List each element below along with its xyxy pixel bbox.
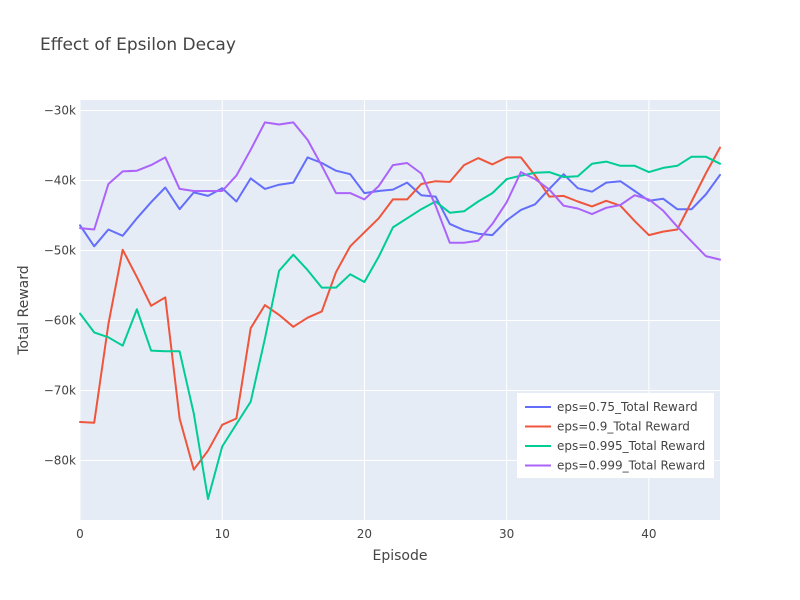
y-axis-title: Total Reward bbox=[16, 265, 32, 355]
legend-item[interactable]: eps=0.995_Total Reward bbox=[525, 439, 705, 453]
legend-label: eps=0.9_Total Reward bbox=[557, 420, 690, 434]
series-line-4 bbox=[79, 121, 721, 261]
legend-label: eps=0.75_Total Reward bbox=[557, 400, 698, 414]
y-tick-label: −60k bbox=[44, 314, 76, 328]
x-tick-label: 40 bbox=[641, 527, 656, 541]
y-tick-label: −80k bbox=[44, 454, 76, 468]
legend-item[interactable]: eps=0.75_Total Reward bbox=[525, 400, 698, 414]
y-axis-ticks: −30k −40k −50k −60k −70k −80k bbox=[44, 104, 76, 468]
y-tick-label: −50k bbox=[44, 244, 76, 258]
y-tick-label: −40k bbox=[44, 174, 76, 188]
x-axis-title: Episode bbox=[373, 548, 428, 564]
x-tick-label: 10 bbox=[215, 527, 230, 541]
x-axis-ticks: 0 10 20 30 40 bbox=[76, 527, 656, 541]
series-line-3 bbox=[79, 155, 721, 500]
series-lines bbox=[79, 121, 721, 500]
y-tick-label: −70k bbox=[44, 384, 76, 398]
legend-item[interactable]: eps=0.999_Total Reward bbox=[525, 459, 705, 473]
series-line-1 bbox=[79, 156, 721, 248]
legend-label: eps=0.999_Total Reward bbox=[557, 459, 705, 473]
legend-label: eps=0.995_Total Reward bbox=[557, 439, 705, 453]
series-line-2 bbox=[79, 146, 721, 471]
grid-lines bbox=[79, 100, 720, 520]
x-tick-label: 0 bbox=[76, 527, 84, 541]
legend-item[interactable]: eps=0.9_Total Reward bbox=[525, 420, 690, 434]
x-tick-label: 20 bbox=[357, 527, 372, 541]
x-tick-label: 30 bbox=[499, 527, 514, 541]
y-tick-label: −30k bbox=[44, 104, 76, 118]
legend[interactable]: eps=0.75_Total Reward eps=0.9_Total Rewar… bbox=[517, 393, 714, 478]
chart-title: Effect of Epsilon Decay bbox=[40, 35, 236, 55]
